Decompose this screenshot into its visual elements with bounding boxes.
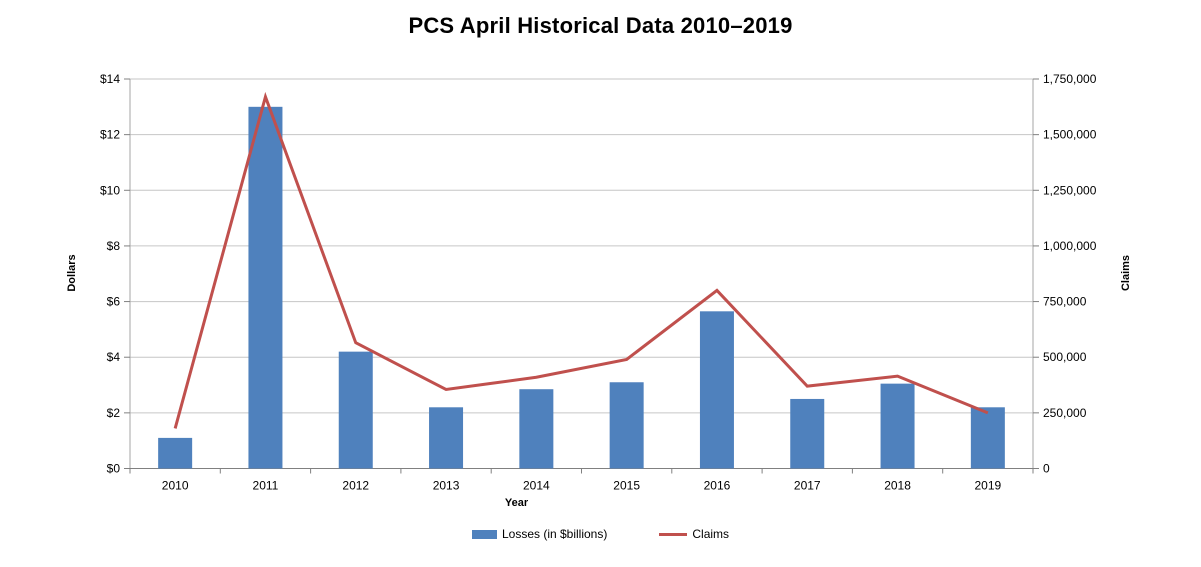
y-right-tick-label: 1,500,000 (1043, 128, 1097, 142)
legend-item-losses: Losses (in $billions) (471, 527, 608, 541)
bar-2014 (519, 389, 554, 469)
y-left-tick-label: $4 (107, 350, 121, 364)
y-left-tick-label: $6 (107, 295, 121, 309)
bar-2013 (429, 407, 464, 469)
y-right-tick-label: 250,000 (1043, 406, 1087, 420)
bar-2019 (970, 407, 1005, 469)
claims-line (173, 91, 989, 429)
y-right-tick-label: 1,750,000 (1043, 72, 1097, 86)
bar-2018 (880, 383, 915, 469)
x-tick-label: 2010 (162, 479, 189, 493)
y-left-tick-label: $10 (100, 183, 120, 197)
legend-item-claims: Claims (659, 527, 729, 541)
right-axis-title: Claims (1120, 254, 1132, 292)
x-tick-label: 2012 (342, 479, 369, 493)
y-right-tick-label: 0 (1043, 462, 1050, 476)
legend-label-claims: Claims (692, 527, 730, 541)
claims-line-swatch (659, 532, 688, 536)
x-tick-label: 2013 (433, 479, 460, 493)
y-right-tick-label: 1,000,000 (1043, 239, 1097, 253)
y-right-tick-label: 1,250,000 (1043, 183, 1097, 197)
bar-2010 (158, 437, 193, 469)
x-tick-label: 2014 (523, 479, 550, 493)
losses-bar-swatch (471, 529, 497, 539)
bar-2015 (609, 382, 644, 469)
left-axis-title: Dollars (66, 254, 78, 292)
chart-title: PCS April Historical Data 2010–2019 (408, 13, 793, 38)
x-axis-title: Year (504, 497, 529, 509)
x-tick-label: 2018 (884, 479, 911, 493)
x-tick-label: 2015 (613, 479, 640, 493)
x-tick-label: 2011 (253, 479, 279, 493)
bar-2017 (790, 398, 825, 469)
y-left-tick-label: $14 (100, 72, 120, 86)
bar-2012 (338, 351, 373, 469)
legend: Losses (in $billions) Claims (0, 527, 1201, 541)
bar-2016 (699, 311, 734, 469)
y-right-tick-label: 750,000 (1043, 295, 1087, 309)
y-left-tick-label: $2 (107, 406, 121, 420)
y-right-tick-label: 500,000 (1043, 350, 1087, 364)
legend-label-losses: Losses (in $billions) (501, 527, 608, 541)
y-left-tick-label: $8 (107, 239, 121, 253)
x-tick-label: 2017 (794, 479, 821, 493)
x-tick-label: 2016 (704, 479, 731, 493)
y-left-tick-label: $12 (100, 128, 120, 142)
bar-2011 (248, 106, 283, 469)
y-left-tick-label: $0 (107, 462, 121, 476)
x-tick-label: 2019 (974, 479, 1001, 493)
